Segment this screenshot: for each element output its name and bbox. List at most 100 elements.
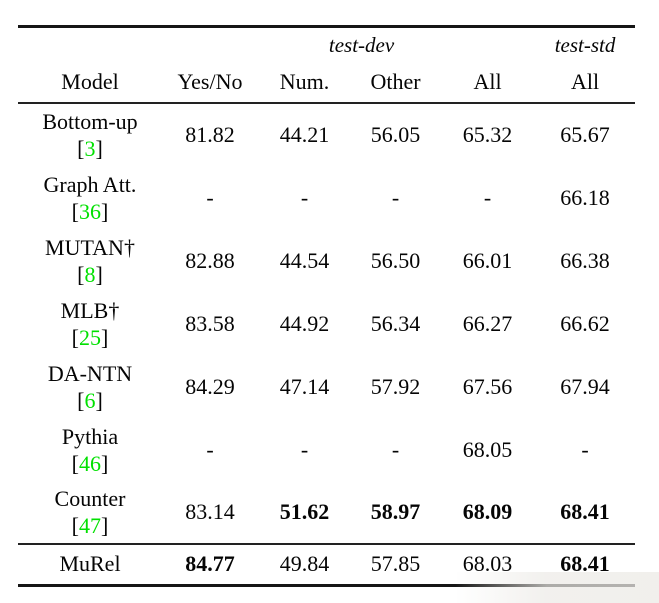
table-row: MLB† [25] 83.58 44.92 56.34 66.27 66.62 bbox=[18, 292, 635, 355]
model-name: MUTAN† bbox=[45, 234, 135, 260]
value-cell-all-std: 66.18 bbox=[560, 184, 610, 210]
model-name: DA-NTN bbox=[47, 360, 133, 386]
value-cell-num: - bbox=[300, 436, 309, 462]
value-cell-all-dev: 68.09 bbox=[462, 499, 513, 524]
col-header-all-std: All bbox=[570, 69, 600, 94]
model-name: MLB† bbox=[60, 297, 120, 323]
citation-bracket-close: ] bbox=[95, 387, 103, 413]
value-cell-all-std: 65.67 bbox=[560, 122, 610, 147]
col-header-model: Model bbox=[61, 69, 119, 94]
value-cell-other: - bbox=[391, 184, 400, 210]
citation-bracket-open: [ bbox=[71, 324, 79, 350]
citation-number: 47 bbox=[79, 513, 101, 538]
citation-bracket-open: [ bbox=[77, 387, 85, 413]
value-cell-num: 51.62 bbox=[279, 499, 330, 524]
citation-bracket-close: ] bbox=[95, 136, 103, 161]
final-row: MuRel 84.77 49.84 57.85 68.03 68.41 bbox=[18, 544, 635, 585]
value-cell-yes-no: 83.14 bbox=[185, 499, 235, 524]
value-cell-all-dev: 68.03 bbox=[462, 551, 513, 577]
col-header-all-dev: All bbox=[473, 69, 502, 94]
value-cell-all-dev: 67.56 bbox=[462, 373, 513, 399]
value-cell-num: 47.14 bbox=[279, 373, 330, 399]
citation-bracket-open: [ bbox=[71, 513, 79, 538]
value-cell-num: 49.84 bbox=[279, 551, 330, 577]
citation-number: 25 bbox=[79, 324, 101, 350]
table-body: Bottom-up [3] 81.82 44.21 56.05 65.32 65… bbox=[18, 103, 636, 544]
value-cell-yes-no: - bbox=[206, 436, 214, 462]
vqa-results-table: test-dev test-std Model Yes/No Num. Othe… bbox=[18, 25, 636, 587]
value-cell-all-std: 68.41 bbox=[560, 499, 610, 524]
citation-link[interactable]: [46] bbox=[18, 450, 162, 477]
citation-bracket-open: [ bbox=[77, 136, 85, 161]
citation-bracket-close: ] bbox=[101, 450, 109, 476]
citation-link[interactable]: [6] bbox=[18, 387, 162, 414]
citation-number: 8 bbox=[84, 261, 96, 287]
table-row: Bottom-up [3] 81.82 44.21 56.05 65.32 65… bbox=[18, 103, 635, 166]
value-cell-all-std: - bbox=[581, 436, 589, 462]
value-cell-other: 56.50 bbox=[370, 247, 421, 273]
value-cell-other: 56.34 bbox=[370, 310, 421, 336]
table-row: Pythia [46] - - - 68.05 - bbox=[18, 418, 635, 481]
value-cell-all-dev: 68.05 bbox=[462, 436, 513, 462]
table-row: Counter [47] 83.14 51.62 58.97 68.09 68.… bbox=[18, 481, 635, 544]
citation-bracket-close: ] bbox=[101, 324, 109, 350]
citation-link[interactable]: [8] bbox=[18, 261, 162, 288]
value-cell-yes-no: 84.29 bbox=[185, 373, 235, 399]
citation-bracket-close: ] bbox=[101, 198, 109, 224]
test-dev-group-header: test-dev bbox=[328, 32, 395, 57]
value-cell-yes-no: 82.88 bbox=[185, 247, 235, 273]
value-cell-all-std: 68.41 bbox=[560, 551, 610, 577]
citation-bracket-close: ] bbox=[101, 513, 109, 538]
group-header-row: test-dev test-std bbox=[18, 27, 635, 63]
citation-bracket-open: [ bbox=[77, 261, 85, 287]
value-cell-yes-no: 81.82 bbox=[185, 122, 235, 147]
table-row: Graph Att. [36] - - - - 66.18 bbox=[18, 166, 635, 229]
model-name: Graph Att. bbox=[43, 171, 137, 197]
citation-link[interactable]: [36] bbox=[18, 198, 162, 225]
citation-link[interactable]: [3] bbox=[18, 135, 162, 162]
value-cell-yes-no: 83.58 bbox=[185, 310, 235, 336]
value-cell-other: - bbox=[391, 436, 400, 462]
value-cell-all-std: 66.62 bbox=[560, 310, 610, 336]
value-cell-num: - bbox=[300, 184, 309, 210]
citation-link[interactable]: [47] bbox=[18, 512, 162, 539]
value-cell-all-dev: - bbox=[483, 184, 492, 210]
col-header-num: Num. bbox=[279, 69, 330, 94]
citation-number: 6 bbox=[84, 387, 96, 413]
value-cell-num: 44.21 bbox=[279, 122, 330, 147]
value-cell-all-dev: 65.32 bbox=[462, 122, 513, 147]
value-cell-all-std: 66.38 bbox=[560, 247, 610, 273]
table-header: test-dev test-std Model Yes/No Num. Othe… bbox=[18, 27, 636, 103]
model-name: Pythia bbox=[61, 423, 119, 449]
citation-bracket-close: ] bbox=[95, 261, 103, 287]
citation-number: 36 bbox=[79, 198, 101, 224]
value-cell-num: 44.54 bbox=[279, 247, 330, 273]
citation-number: 46 bbox=[79, 450, 101, 476]
value-cell-num: 44.92 bbox=[279, 310, 330, 336]
model-name: MuRel bbox=[59, 551, 121, 577]
value-cell-all-dev: 66.27 bbox=[462, 310, 513, 336]
column-header-row: Model Yes/No Num. Other All All bbox=[18, 62, 635, 103]
value-cell-yes-no: 84.77 bbox=[185, 551, 235, 577]
model-name: Bottom-up bbox=[42, 109, 138, 134]
table-row: MUTAN† [8] 82.88 44.54 56.50 66.01 66.38 bbox=[18, 229, 635, 292]
value-cell-other: 56.05 bbox=[370, 122, 421, 147]
citation-bracket-open: [ bbox=[71, 198, 79, 224]
value-cell-yes-no: - bbox=[206, 184, 214, 210]
model-name: Counter bbox=[54, 486, 126, 511]
citation-number: 3 bbox=[84, 136, 96, 161]
table-final-block: MuRel 84.77 49.84 57.85 68.03 68.41 bbox=[18, 544, 635, 585]
col-header-yes-no: Yes/No bbox=[177, 69, 243, 94]
test-std-group-header: test-std bbox=[554, 32, 616, 57]
col-header-other: Other bbox=[370, 69, 421, 94]
value-cell-other: 57.92 bbox=[370, 373, 421, 399]
value-cell-all-std: 67.94 bbox=[560, 373, 610, 399]
value-cell-other: 57.85 bbox=[370, 551, 421, 577]
citation-bracket-open: [ bbox=[71, 450, 79, 476]
value-cell-all-dev: 66.01 bbox=[462, 247, 513, 273]
table-row: DA-NTN [6] 84.29 47.14 57.92 67.56 67.94 bbox=[18, 355, 635, 418]
value-cell-other: 58.97 bbox=[370, 499, 421, 524]
citation-link[interactable]: [25] bbox=[18, 324, 162, 351]
group-header-blank bbox=[18, 27, 162, 63]
